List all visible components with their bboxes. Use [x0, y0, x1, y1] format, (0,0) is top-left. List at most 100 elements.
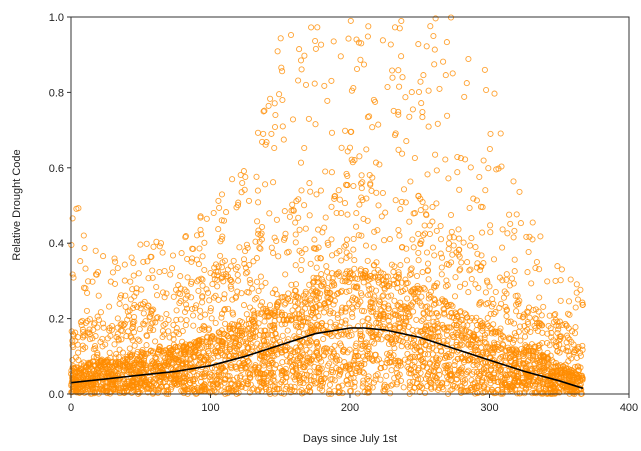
scatter-point	[431, 284, 438, 291]
scatter-point	[257, 273, 264, 280]
scatter-point	[175, 330, 183, 338]
scatter-point	[426, 346, 433, 353]
scatter-point	[392, 130, 399, 137]
scatter-point	[560, 345, 567, 352]
scatter-point	[492, 309, 499, 316]
scatter-point	[156, 347, 163, 354]
scatter-point	[411, 353, 419, 360]
scatter-point	[330, 301, 337, 308]
y-tick-label: 0.0	[49, 389, 64, 401]
scatter-point	[577, 377, 584, 384]
scatter-point	[407, 266, 414, 273]
scatter-point	[92, 247, 99, 254]
scatter-point	[342, 278, 349, 285]
scatter-point	[237, 373, 244, 380]
scatter-point	[94, 351, 101, 358]
scatter-point	[457, 155, 464, 162]
scatter-point	[504, 386, 511, 393]
scatter-point	[251, 320, 258, 327]
scatter-point	[421, 230, 429, 237]
scatter-point	[394, 284, 401, 291]
scatter-point	[433, 309, 440, 317]
scatter-point	[149, 274, 156, 281]
scatter-point	[461, 93, 468, 100]
scatter-point	[367, 291, 374, 298]
scatter-point	[121, 320, 128, 327]
scatter-point	[458, 386, 465, 393]
scatter-point	[307, 309, 314, 316]
scatter-point	[285, 248, 292, 255]
scatter-point	[408, 302, 415, 309]
scatter-point	[362, 242, 370, 249]
scatter-point	[448, 259, 455, 266]
scatter-point	[300, 292, 307, 299]
scatter-point	[538, 312, 545, 319]
scatter-point	[159, 249, 166, 256]
scatter-point	[267, 95, 274, 102]
scatter-point	[501, 371, 508, 378]
scatter-point	[400, 384, 407, 391]
scatter-point	[479, 349, 487, 356]
scatter-point	[536, 266, 543, 273]
scatter-point	[251, 365, 258, 372]
scatter-point	[358, 362, 365, 369]
scatter-point	[81, 332, 88, 339]
scatter-point	[552, 277, 559, 284]
scatter-point	[350, 246, 357, 253]
scatter-point	[289, 116, 297, 123]
scatter-point	[328, 236, 335, 243]
scatter-point	[303, 315, 310, 322]
scatter-point	[150, 243, 157, 250]
scatter-point	[557, 297, 564, 304]
scatter-point	[326, 381, 333, 388]
scatter-point	[446, 353, 453, 360]
scatter-point	[261, 107, 268, 114]
x-tick-label: 200	[341, 402, 359, 414]
scatter-point	[381, 284, 388, 292]
scatter-point	[324, 287, 331, 294]
scatter-point	[557, 277, 564, 284]
scatter-point	[214, 272, 221, 279]
scatter-point	[235, 322, 242, 329]
scatter-point	[205, 326, 212, 334]
scatter-point	[211, 264, 218, 271]
scatter-point	[337, 367, 344, 374]
scatter-point	[425, 123, 432, 130]
scatter-point	[419, 114, 426, 121]
scatter-point	[519, 379, 526, 386]
scatter-point	[453, 376, 460, 383]
scatter-point	[345, 363, 352, 370]
scatter-point	[329, 252, 336, 259]
scatter-point	[487, 229, 494, 236]
scatter-point	[463, 370, 470, 377]
scatter-point	[477, 203, 485, 210]
scatter-point	[172, 343, 179, 350]
scatter-point	[388, 354, 395, 361]
scatter-point	[276, 364, 283, 372]
scatter-point	[217, 238, 224, 245]
scatter-point	[405, 310, 412, 318]
scatter-point	[227, 363, 235, 370]
scatter-point	[203, 286, 210, 293]
scatter-point	[237, 365, 245, 372]
scatter-point	[317, 378, 324, 385]
scatter-point	[195, 342, 202, 349]
scatter-point	[155, 363, 162, 370]
scatter-point	[353, 65, 361, 73]
scatter-point	[226, 353, 233, 360]
scatter-point	[398, 53, 405, 60]
scatter-point	[69, 271, 76, 278]
scatter-point	[250, 385, 257, 392]
scatter-point	[389, 67, 396, 74]
scatter-point	[245, 289, 252, 296]
scatter-point	[175, 371, 183, 378]
scatter-point	[481, 66, 488, 73]
scatter-point	[69, 215, 76, 222]
scatter-point	[408, 270, 415, 277]
scatter-point	[71, 377, 78, 384]
scatter-point	[217, 365, 225, 373]
scatter-point	[133, 376, 140, 383]
scatter-point	[260, 108, 267, 115]
scatter-point	[445, 175, 452, 182]
scatter-point	[462, 156, 469, 163]
